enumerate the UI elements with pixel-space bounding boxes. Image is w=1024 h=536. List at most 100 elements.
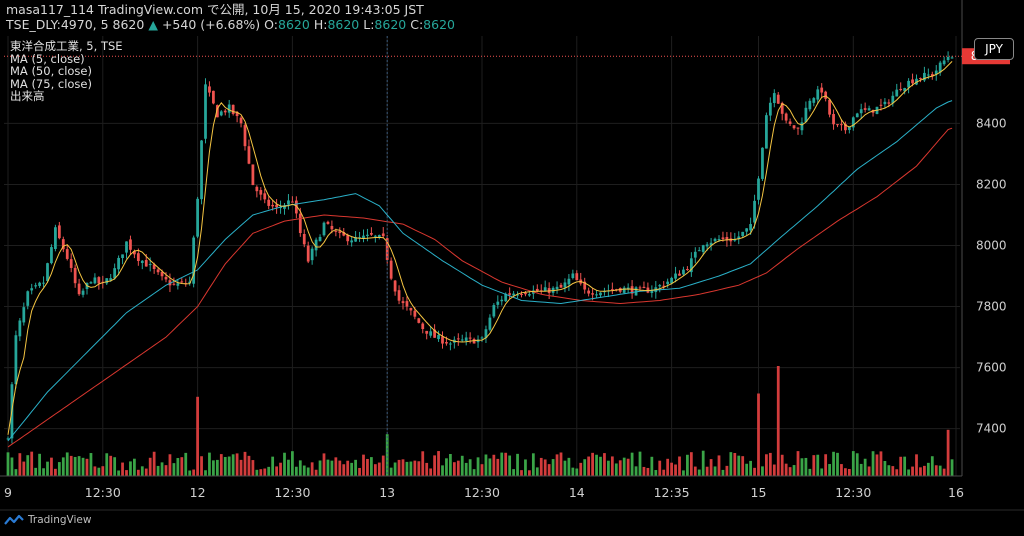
volume-bar — [587, 456, 591, 476]
candle-body — [144, 259, 148, 267]
x-tick-label: 13 — [379, 485, 395, 500]
volume-bar — [480, 464, 484, 476]
volume-bar — [148, 457, 152, 476]
x-tick-label: 9 — [4, 485, 12, 500]
candle-body — [832, 114, 835, 125]
volume-bar — [761, 466, 764, 476]
candle-body — [263, 193, 267, 200]
candle-body — [445, 342, 448, 344]
volume-bar — [749, 460, 752, 476]
candle-body — [306, 245, 310, 262]
volume-bar — [626, 458, 630, 476]
candle-body — [836, 124, 839, 126]
legend-ma50[interactable]: MA (50, close) — [10, 64, 92, 78]
candle-body — [926, 74, 930, 76]
candle-body — [441, 336, 444, 344]
candle-body — [674, 273, 677, 279]
volume-bar — [97, 467, 101, 476]
candle-body — [69, 259, 73, 268]
volume-bars — [6, 366, 954, 476]
volume-bar — [816, 454, 820, 476]
candle-body — [342, 232, 346, 236]
candle-body — [713, 238, 717, 242]
candle-body — [741, 231, 745, 237]
volume-bar — [176, 458, 180, 476]
volume-bar — [227, 456, 231, 476]
volume-bar — [271, 456, 275, 476]
legend-title[interactable]: 東洋合成工業, 5, TSE — [10, 39, 123, 53]
volume-bar — [385, 434, 389, 476]
volume-bar — [844, 468, 847, 476]
volume-bar — [441, 465, 444, 476]
volume-bar — [168, 454, 172, 476]
candle-body — [670, 277, 673, 284]
candle-body — [717, 239, 721, 241]
volume-bar — [930, 456, 934, 476]
candle-body — [642, 286, 646, 289]
candle-body — [243, 125, 247, 147]
volume-bar — [820, 468, 824, 476]
footer-brand[interactable]: TradingView — [4, 514, 91, 526]
candle-body — [259, 190, 263, 195]
volume-bar — [721, 469, 725, 476]
change-up-icon: ▲ — [148, 17, 158, 32]
volume-bar — [492, 454, 496, 476]
y-tick-label: 7600 — [976, 361, 1007, 375]
candle-body — [899, 88, 903, 91]
volume-bar — [607, 460, 610, 476]
indicator-legend: 東洋合成工業, 5, TSE MA (5, close) MA (50, clo… — [10, 40, 123, 103]
volume-bar — [346, 460, 350, 476]
candle-body — [18, 320, 22, 337]
volume-bar — [417, 461, 421, 476]
volume-bar — [855, 453, 859, 476]
candle-body — [208, 86, 211, 93]
candle-body — [330, 225, 334, 230]
volume-bar — [326, 459, 330, 476]
candle-body — [298, 213, 302, 234]
moving-averages — [7, 61, 953, 448]
volume-bar — [895, 469, 899, 476]
candle-body — [840, 124, 843, 126]
legend-volume[interactable]: 出来高 — [10, 89, 45, 103]
candle-body — [200, 140, 203, 200]
volume-bar — [662, 469, 666, 476]
candle-body — [397, 290, 401, 301]
candle-body — [851, 117, 855, 128]
volume-bar — [741, 456, 745, 476]
volume-bar — [298, 460, 302, 476]
candle-body — [768, 102, 772, 116]
candle-body — [689, 258, 693, 273]
candle-body — [895, 89, 899, 97]
legend-ma5[interactable]: MA (5, close) — [10, 51, 85, 66]
volume-bar — [287, 459, 290, 476]
volume-bar — [717, 455, 721, 476]
volume-bar — [180, 457, 184, 476]
volume-bar — [377, 462, 381, 476]
currency-badge[interactable]: JPY — [974, 38, 1014, 60]
candle-body — [492, 305, 496, 317]
volume-bar — [713, 466, 717, 476]
volume-bar — [200, 456, 203, 476]
volume-bar — [283, 452, 286, 476]
legend-ma75[interactable]: MA (75, close) — [10, 76, 92, 91]
candle-body — [125, 241, 128, 253]
volume-bar — [693, 466, 697, 476]
candles — [6, 51, 954, 444]
candle-body — [57, 225, 61, 239]
candle-body — [223, 110, 227, 113]
volume-bar — [156, 465, 160, 476]
candle-body — [650, 290, 654, 293]
candle-body — [500, 299, 504, 302]
candle-body — [705, 244, 709, 247]
volume-bar — [275, 466, 278, 476]
volume-bar — [330, 460, 334, 476]
volume-bar — [575, 468, 579, 476]
candle-body — [235, 111, 239, 117]
ma50-line — [7, 100, 953, 442]
x-tick-label: 12:30 — [85, 485, 121, 500]
candle-body — [326, 221, 330, 224]
candle-body — [334, 230, 338, 232]
candle-body — [93, 277, 97, 284]
volume-bar — [496, 458, 500, 476]
